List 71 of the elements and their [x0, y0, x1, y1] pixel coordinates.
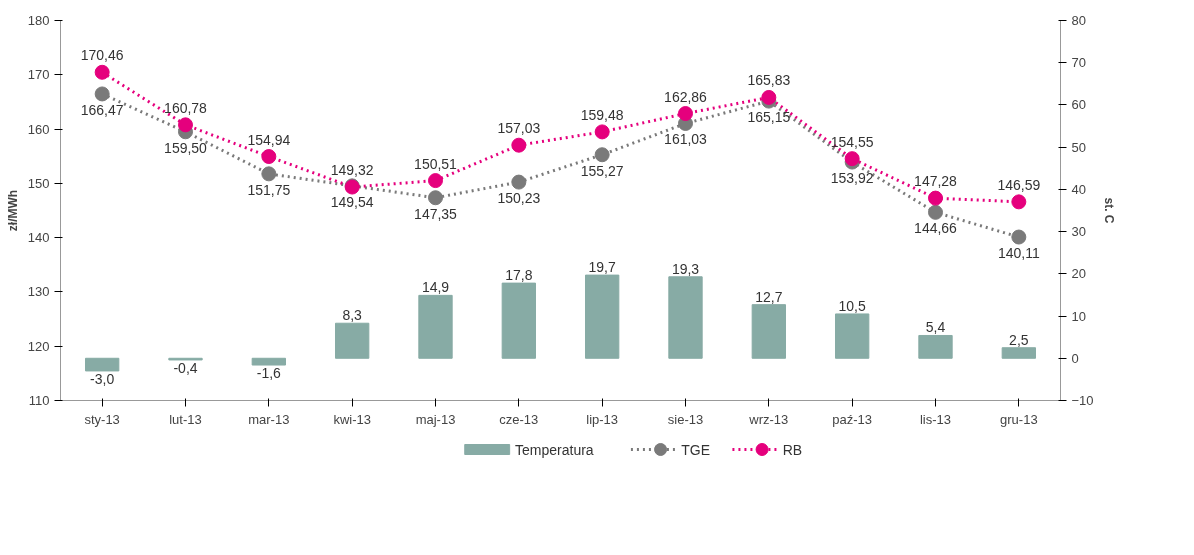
data-label: 162,86 — [664, 88, 708, 105]
data-label: 147,35 — [414, 205, 458, 222]
data-label: 140,11 — [997, 245, 1040, 262]
x-tick-label: sie-13 — [667, 411, 704, 427]
y2-tick-label: 30 — [1071, 224, 1086, 240]
y-tick-label: 170 — [27, 67, 50, 83]
y-tick-label: 150 — [27, 175, 50, 191]
x-tick-label: paź-13 — [832, 411, 873, 427]
data-label: 170,46 — [80, 47, 124, 64]
data-label: -3,0 — [90, 370, 115, 387]
x-tick-label: lip-13 — [586, 411, 619, 427]
data-label: 159,50 — [164, 139, 208, 156]
y2-tick-label: −10 — [1071, 393, 1094, 408]
data-label: 14,9 — [421, 279, 450, 296]
data-label: 165,83 — [747, 72, 791, 89]
data-label: 149,32 — [330, 162, 374, 179]
data-label: 5,4 — [925, 319, 946, 336]
data-label: 17,8 — [505, 267, 533, 284]
data-label: 144,66 — [914, 220, 958, 237]
data-label: 10,5 — [838, 297, 866, 314]
data-label: 154,55 — [830, 133, 874, 150]
data-label: 146,59 — [997, 176, 1041, 193]
data-label: 150,51 — [414, 155, 458, 172]
legend-label: RB — [782, 441, 803, 458]
data-label: 157,03 — [497, 120, 541, 137]
data-label: 19,3 — [671, 260, 700, 277]
data-label: 155,27 — [580, 162, 624, 179]
x-tick-label: sty-13 — [84, 411, 120, 427]
data-label: 19,7 — [588, 259, 616, 276]
x-tick-label: gru-13 — [1000, 411, 1038, 427]
data-label: 151,75 — [247, 181, 291, 198]
y2-tick-label: 0 — [1071, 350, 1079, 366]
data-label: 2,5 — [1009, 331, 1029, 348]
data-label: -0,4 — [173, 359, 198, 376]
x-tick-label: mar-13 — [248, 411, 290, 427]
data-label: 165,15 — [747, 109, 791, 126]
data-label: 147,28 — [914, 173, 958, 190]
y-tick-label: 120 — [27, 338, 50, 354]
data-label: 150,23 — [497, 190, 541, 207]
data-label: 166,47 — [80, 101, 124, 118]
y-tick-label: 160 — [27, 121, 50, 137]
data-label: 154,94 — [247, 131, 291, 148]
y2-tick-label: 40 — [1071, 181, 1086, 197]
y-tick-label: 140 — [27, 230, 50, 246]
y2-tick-label: 50 — [1071, 139, 1086, 155]
data-label: 8,3 — [342, 307, 363, 324]
data-label: 12,7 — [755, 288, 783, 305]
x-tick-label: lut-13 — [169, 411, 202, 427]
x-tick-label: lis-13 — [919, 411, 952, 427]
y2-axis-title: st. C — [1101, 197, 1116, 224]
y2-tick-label: 60 — [1071, 97, 1086, 113]
data-label: 149,54 — [330, 193, 374, 210]
x-tick-label: wrz-13 — [748, 411, 789, 427]
y-tick-label: 110 — [28, 393, 50, 408]
data-label: 161,03 — [664, 131, 708, 148]
data-label: 160,78 — [164, 99, 208, 116]
y2-tick-label: 10 — [1071, 308, 1086, 324]
x-tick-label: maj-13 — [415, 411, 456, 427]
data-label: -1,6 — [256, 365, 282, 382]
legend-label: Temperatura — [515, 441, 594, 458]
x-tick-label: kwi-13 — [333, 411, 371, 427]
x-tick-label: cze-13 — [499, 411, 539, 427]
y-tick-label: 130 — [27, 284, 50, 300]
data-label: 153,92 — [830, 170, 874, 187]
y2-tick-label: 70 — [1071, 55, 1086, 71]
y-axis-title: zł/MWh — [5, 189, 20, 232]
legend-label: TGE — [681, 441, 711, 458]
y-tick-label: 180 — [27, 13, 50, 28]
data-label: 159,48 — [580, 106, 624, 123]
y2-tick-label: 20 — [1071, 266, 1086, 282]
y2-tick-label: 80 — [1071, 13, 1086, 28]
